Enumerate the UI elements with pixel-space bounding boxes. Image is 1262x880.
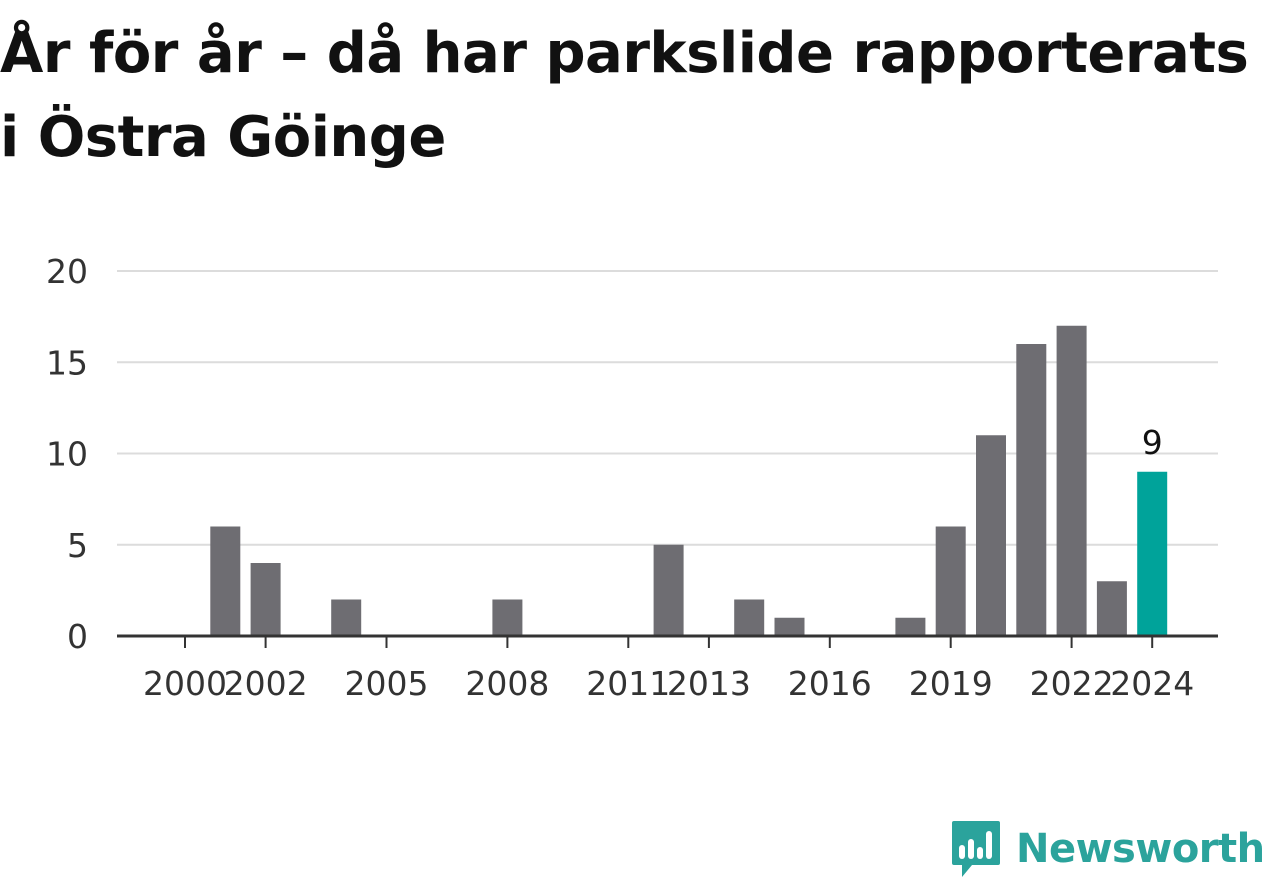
y-tick-label: 5: [67, 526, 88, 565]
x-tick-label: 2000: [143, 664, 227, 703]
bar-2008: [492, 599, 523, 636]
x-tick-label: 2016: [788, 664, 872, 703]
brand-name: Newsworthy: [1016, 826, 1262, 872]
x-tick-label: 2022: [1030, 664, 1114, 703]
y-axis-ticks: 0 5 10 15 20: [46, 252, 88, 656]
bar-2015: [774, 617, 805, 636]
bar-2004: [331, 599, 362, 636]
bar-chart-speech-bubble-icon: [952, 821, 1000, 877]
bar-2019: [935, 526, 966, 636]
x-tick-label: 2019: [909, 664, 993, 703]
bar-2002: [250, 563, 281, 636]
x-tick-label: 2002: [224, 664, 308, 703]
bar-2024: [1137, 471, 1168, 636]
y-tick-label: 15: [46, 343, 88, 382]
x-tick-label: 2011: [586, 664, 670, 703]
data-labels: 9: [1142, 423, 1163, 462]
bars: [210, 325, 1168, 636]
bar-2012: [653, 544, 684, 636]
chart-title: År för år – då har parkslide rapporterat…: [0, 21, 1249, 170]
bar-2023: [1096, 581, 1127, 636]
bar-2001: [210, 526, 241, 636]
y-tick-label: 0: [67, 617, 88, 656]
y-tick-label: 20: [46, 252, 88, 291]
bar-2018: [895, 617, 926, 636]
x-tick-label: 2008: [465, 664, 549, 703]
bar-2021: [1016, 344, 1047, 636]
y-tick-label: 10: [46, 435, 88, 474]
bar-2020: [976, 435, 1006, 636]
bar-2022: [1056, 325, 1087, 636]
grid-lines: [117, 270, 1218, 546]
x-tick-label: 2005: [345, 664, 429, 703]
data-label: 9: [1142, 423, 1163, 462]
brand-logo: Newsworthy: [950, 818, 1262, 880]
x-tick-label: 2024: [1110, 664, 1194, 703]
bar-2014: [734, 599, 765, 636]
x-tick-label: 2013: [667, 664, 751, 703]
